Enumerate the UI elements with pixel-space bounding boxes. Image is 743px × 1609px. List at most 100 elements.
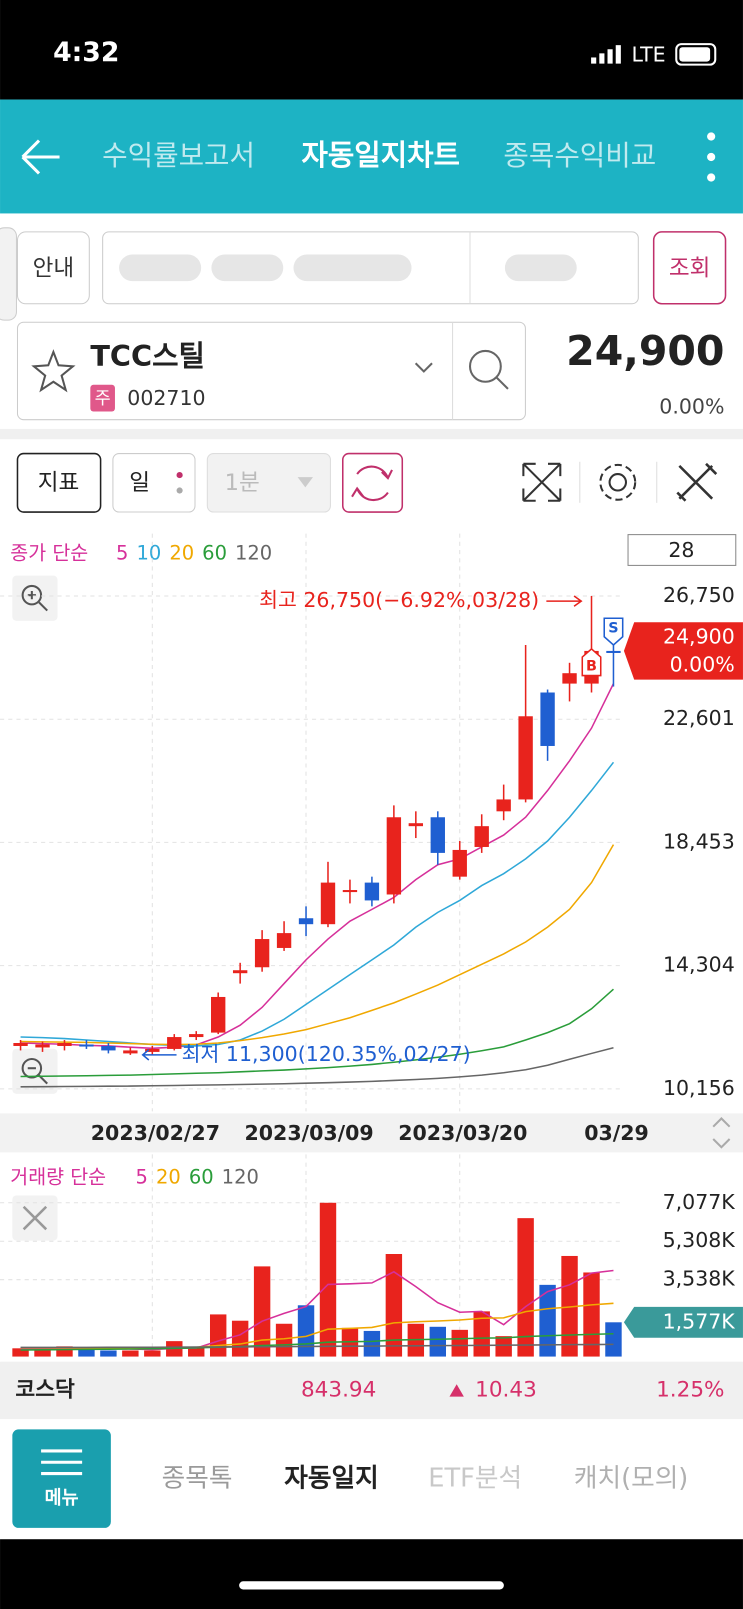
candle-body [562, 673, 577, 684]
market-bar [0, 1361, 743, 1420]
current-price-label: 24,900 [663, 625, 735, 649]
market-change: 10.43 [475, 1377, 537, 1402]
battery-level [679, 47, 711, 62]
refresh-icon [351, 465, 393, 502]
dropdown-chevron[interactable] [414, 362, 433, 373]
battery-icon [675, 43, 717, 66]
current-price-badge [623, 622, 743, 680]
zoom-in[interactable] [12, 575, 58, 621]
stock-change: 0.00% [659, 394, 724, 418]
legend-entry: 60 [189, 1166, 214, 1189]
ma-line [20, 1343, 614, 1349]
x-tick-label: 2023/03/09 [245, 1121, 374, 1145]
indicator-button[interactable] [16, 452, 102, 513]
y-tick-label: 22,601 [663, 706, 735, 730]
tab[interactable]: 종목수익비교 [503, 139, 656, 172]
market-change-rate: 1.25% [656, 1377, 724, 1402]
y-tick-label: 14,304 [663, 953, 735, 977]
info-button[interactable] [16, 231, 90, 305]
low-arrow [141, 1049, 177, 1061]
menu-label: 메뉴 [45, 1488, 79, 1509]
legend-entry: 10 [137, 542, 162, 565]
volume-bar [495, 1336, 512, 1357]
candle-body [232, 970, 248, 974]
header-bar [0, 99, 743, 214]
indicator-label: 지표 [38, 470, 80, 496]
volume-bar [100, 1350, 117, 1357]
market-value: 843.94 [301, 1377, 376, 1402]
home-indicator [239, 1581, 504, 1590]
tab[interactable]: 수익률보고서 [102, 139, 255, 172]
tools-button[interactable] [676, 462, 718, 502]
scroll-arrows[interactable] [712, 1117, 731, 1149]
volume-tick-label: 5,308K [663, 1228, 736, 1252]
volume-bar [209, 1314, 227, 1357]
nav-item-active[interactable]: 자동일지 [284, 1464, 378, 1494]
side-handle[interactable] [0, 227, 17, 321]
candle-body [518, 716, 533, 800]
stock-selector[interactable] [16, 321, 526, 421]
more-button[interactable] [707, 132, 716, 182]
nav-item[interactable]: 종목톡 [162, 1464, 233, 1494]
ma-line [20, 1047, 614, 1088]
volume-tick-label: 3,538K [663, 1267, 736, 1291]
market-badge-box [90, 384, 115, 412]
bottom-nav [0, 1419, 743, 1540]
interval-select [206, 453, 331, 513]
candle-body [276, 933, 292, 948]
candle-body [13, 1043, 28, 1046]
candle-body [254, 939, 270, 968]
legend-prefix: 종가 단순 [10, 542, 88, 565]
volume-bar [385, 1254, 403, 1357]
current-volume-label: 1,577K [663, 1309, 736, 1333]
legend-entry: 20 [169, 542, 194, 565]
candle-body [320, 882, 336, 925]
close-volume[interactable] [12, 1195, 58, 1241]
volume-bar [122, 1350, 139, 1357]
query-button[interactable] [652, 231, 727, 305]
period-dot [176, 472, 183, 479]
nav-item[interactable]: ETF분석 [428, 1464, 522, 1494]
volume-bar [34, 1348, 51, 1357]
candle-body [540, 692, 555, 746]
candle-body [57, 1043, 72, 1046]
ma-line [20, 988, 614, 1078]
volume-bar [539, 1284, 556, 1357]
volume-tick-label: 7,077K [663, 1190, 736, 1214]
nav-item[interactable]: 캐치(모의) [574, 1464, 688, 1494]
period-button[interactable] [112, 453, 196, 513]
x-tick-label: 2023/02/27 [91, 1121, 220, 1145]
count-label: 28 [668, 538, 694, 562]
volume-bar [56, 1346, 73, 1357]
settings-button[interactable] [599, 463, 637, 501]
period-dot [176, 487, 183, 494]
back-button[interactable] [21, 139, 60, 175]
legend-entry: 120 [235, 542, 272, 565]
menu-button[interactable] [12, 1429, 111, 1528]
favorite-star[interactable] [31, 349, 76, 393]
search-icon[interactable] [468, 349, 509, 390]
date-bar [0, 1113, 743, 1153]
legend-entry: 5 [116, 542, 128, 565]
legend-entry: 20 [156, 1166, 181, 1189]
low-annotation: 최저 11,300(120.35%,02/27) [182, 1042, 471, 1066]
menu-icon [41, 1449, 83, 1476]
tab-active[interactable]: 자동일지차트 [301, 138, 460, 172]
ma-line [20, 761, 615, 1047]
expand-button[interactable] [522, 462, 562, 502]
x-tick-label: 03/29 [584, 1121, 649, 1145]
candle-body [474, 826, 489, 847]
buy-marker-shape [581, 647, 602, 677]
candle-body [101, 1045, 116, 1051]
candle-body [386, 817, 402, 895]
legend-prefix: 거래량 단순 [10, 1166, 106, 1189]
candle-body [496, 799, 511, 812]
x-tick-label: 2023/03/20 [398, 1121, 527, 1145]
legend-entry: 5 [135, 1166, 147, 1189]
refresh-button[interactable] [341, 452, 404, 513]
blurred-account [119, 254, 577, 282]
candle-body [408, 823, 424, 827]
chart-plot: 종가 단순 5 10 20 60 120 거래량 단순 5 20 60 120 26,750 22,60… [0, 533, 743, 1357]
